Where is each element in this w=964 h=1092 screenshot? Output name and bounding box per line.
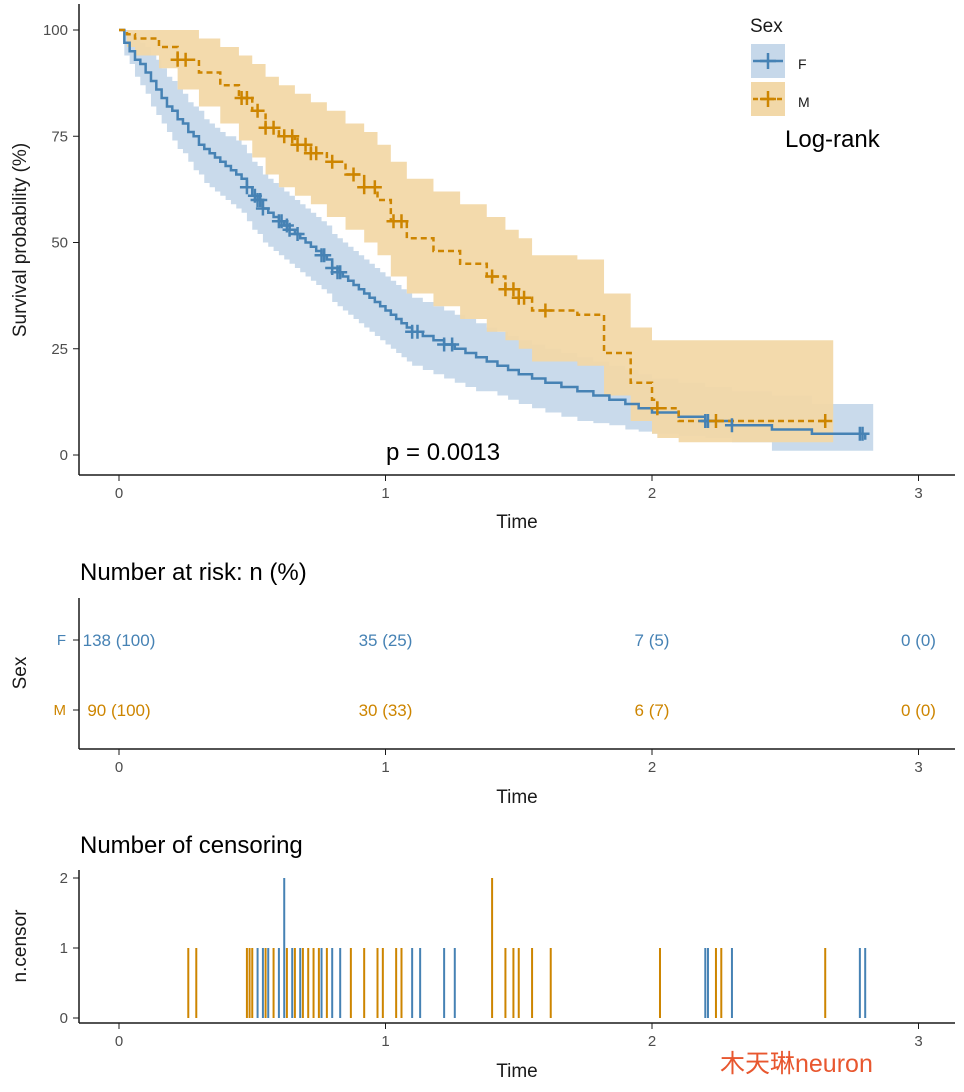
risk-cell-F: 7 (5) xyxy=(635,631,670,650)
legend-entry-F: F xyxy=(751,44,807,78)
risk-y-axis-title: Sex xyxy=(10,656,31,689)
ci-band-M xyxy=(119,30,834,443)
censor-mark-M xyxy=(250,103,265,118)
watermark: 木天琳neuron xyxy=(720,1050,873,1078)
censor-x-tick-label: 2 xyxy=(648,1033,656,1050)
risk-x-ticks: 0 1 2 3 xyxy=(115,749,923,776)
risk-cell-M: 6 (7) xyxy=(635,701,670,720)
km-y-axis-title: Survival probability (%) xyxy=(10,143,31,337)
risk-x-tick-label: 1 xyxy=(381,759,389,776)
km-x-ticks: 0 1 2 3 xyxy=(115,475,923,502)
censor-mark-M xyxy=(298,137,313,152)
censor-y-tick-label: 2 xyxy=(60,870,68,887)
censor-mark-M xyxy=(818,414,833,428)
censor-marks xyxy=(170,52,870,441)
km-y-tick-label: 50 xyxy=(51,235,68,252)
censor-mark-F xyxy=(445,337,460,352)
km-x-axis-title: Time xyxy=(496,512,538,533)
censor-mark-M xyxy=(538,303,553,318)
censor-mark-F xyxy=(255,201,270,216)
risk-group-label-M: M xyxy=(54,702,67,719)
km-y-tick-label: 75 xyxy=(51,128,68,145)
km-y-tick-label: 100 xyxy=(43,22,68,39)
censor-plot-title: Number of censoring xyxy=(80,832,303,859)
censor-x-axis-title: Time xyxy=(496,1061,538,1082)
censor-mark-M xyxy=(650,401,665,416)
risk-cell-F: 35 (25) xyxy=(359,631,413,650)
legend-plus-icon-M xyxy=(760,91,776,107)
survival-line-M xyxy=(119,28,826,423)
risk-group-M: M xyxy=(54,702,79,719)
censor-y-tick-label: 1 xyxy=(60,940,68,957)
risk-x-tick-label: 0 xyxy=(115,759,123,776)
censor-mark-M xyxy=(485,269,500,284)
km-x-tick-label: 3 xyxy=(914,485,922,502)
censor-mark-F xyxy=(282,222,297,237)
km-y-ticks: 0 25 50 75 100 xyxy=(43,22,79,464)
censor-mark-F xyxy=(239,180,254,195)
risk-table-title: Number at risk: n (%) xyxy=(80,559,307,586)
censor-mark-M xyxy=(506,282,521,297)
censor-x-tick-label: 3 xyxy=(914,1033,922,1050)
risk-group-F: F xyxy=(57,632,79,649)
risk-x-axis-title: Time xyxy=(496,787,538,808)
risk-group-label-F: F xyxy=(57,632,66,649)
censor-mark-M xyxy=(346,167,361,182)
km-y-tick-label: 0 xyxy=(60,447,68,464)
risk-x-tick-label: 2 xyxy=(648,759,656,776)
censor-mark-M xyxy=(517,290,532,305)
censor-y-axis-title: n.censor xyxy=(10,909,31,983)
confidence-bands xyxy=(119,30,874,451)
risk-cell-M: 0 (0) xyxy=(901,701,936,720)
legend-plus-icon-F xyxy=(760,53,776,69)
legend-label-F: F xyxy=(798,56,807,72)
censor-mark-M xyxy=(309,146,324,161)
censor-mark-M xyxy=(285,129,300,144)
censor-mark-F xyxy=(333,265,348,280)
censor-mark-M xyxy=(239,91,254,105)
censor-mark-M xyxy=(178,52,193,67)
km-y-tick-label: 25 xyxy=(51,341,68,358)
censor-x-tick-label: 1 xyxy=(381,1033,389,1050)
legend-title: Sex xyxy=(750,16,783,37)
censor-mark-M xyxy=(367,180,382,195)
risk-cell-M: 90 (100) xyxy=(87,701,150,720)
p-value-label: p = 0.0013 xyxy=(386,439,500,466)
km-x-tick-label: 1 xyxy=(381,485,389,502)
censor-y-tick-label: 0 xyxy=(60,1010,68,1027)
risk-table-cells: 138 (100) 35 (25) 7 (5) 0 (0) 90 (100) 30 (33… xyxy=(83,631,936,720)
censor-x-tick-label: 0 xyxy=(115,1033,123,1050)
censor-mark-F xyxy=(317,248,332,263)
censor-mark-M xyxy=(325,154,340,169)
censor-x-ticks: 0 1 2 3 xyxy=(115,1023,923,1050)
legend-entry-M: M xyxy=(751,82,810,116)
censor-mark-M xyxy=(266,120,281,135)
km-x-tick-label: 2 xyxy=(648,485,656,502)
censor-mark-F xyxy=(855,426,870,441)
risk-cell-F: 138 (100) xyxy=(83,631,156,650)
censor-mark-F xyxy=(253,193,268,207)
censor-bars xyxy=(187,878,867,1018)
risk-cell-F: 0 (0) xyxy=(901,631,936,650)
legend-label-M: M xyxy=(798,94,810,110)
censor-mark-M xyxy=(708,414,723,428)
censor-mark-M xyxy=(394,214,409,229)
censor-mark-F xyxy=(724,418,739,433)
censor-mark-F xyxy=(410,324,425,339)
km-x-tick-label: 0 xyxy=(115,485,123,502)
censor-y-ticks: 0 1 2 xyxy=(60,870,79,1027)
risk-x-tick-label: 3 xyxy=(914,759,922,776)
risk-cell-M: 30 (33) xyxy=(359,701,413,720)
method-label: Log-rank xyxy=(785,126,881,153)
censor-mark-F xyxy=(290,227,305,241)
